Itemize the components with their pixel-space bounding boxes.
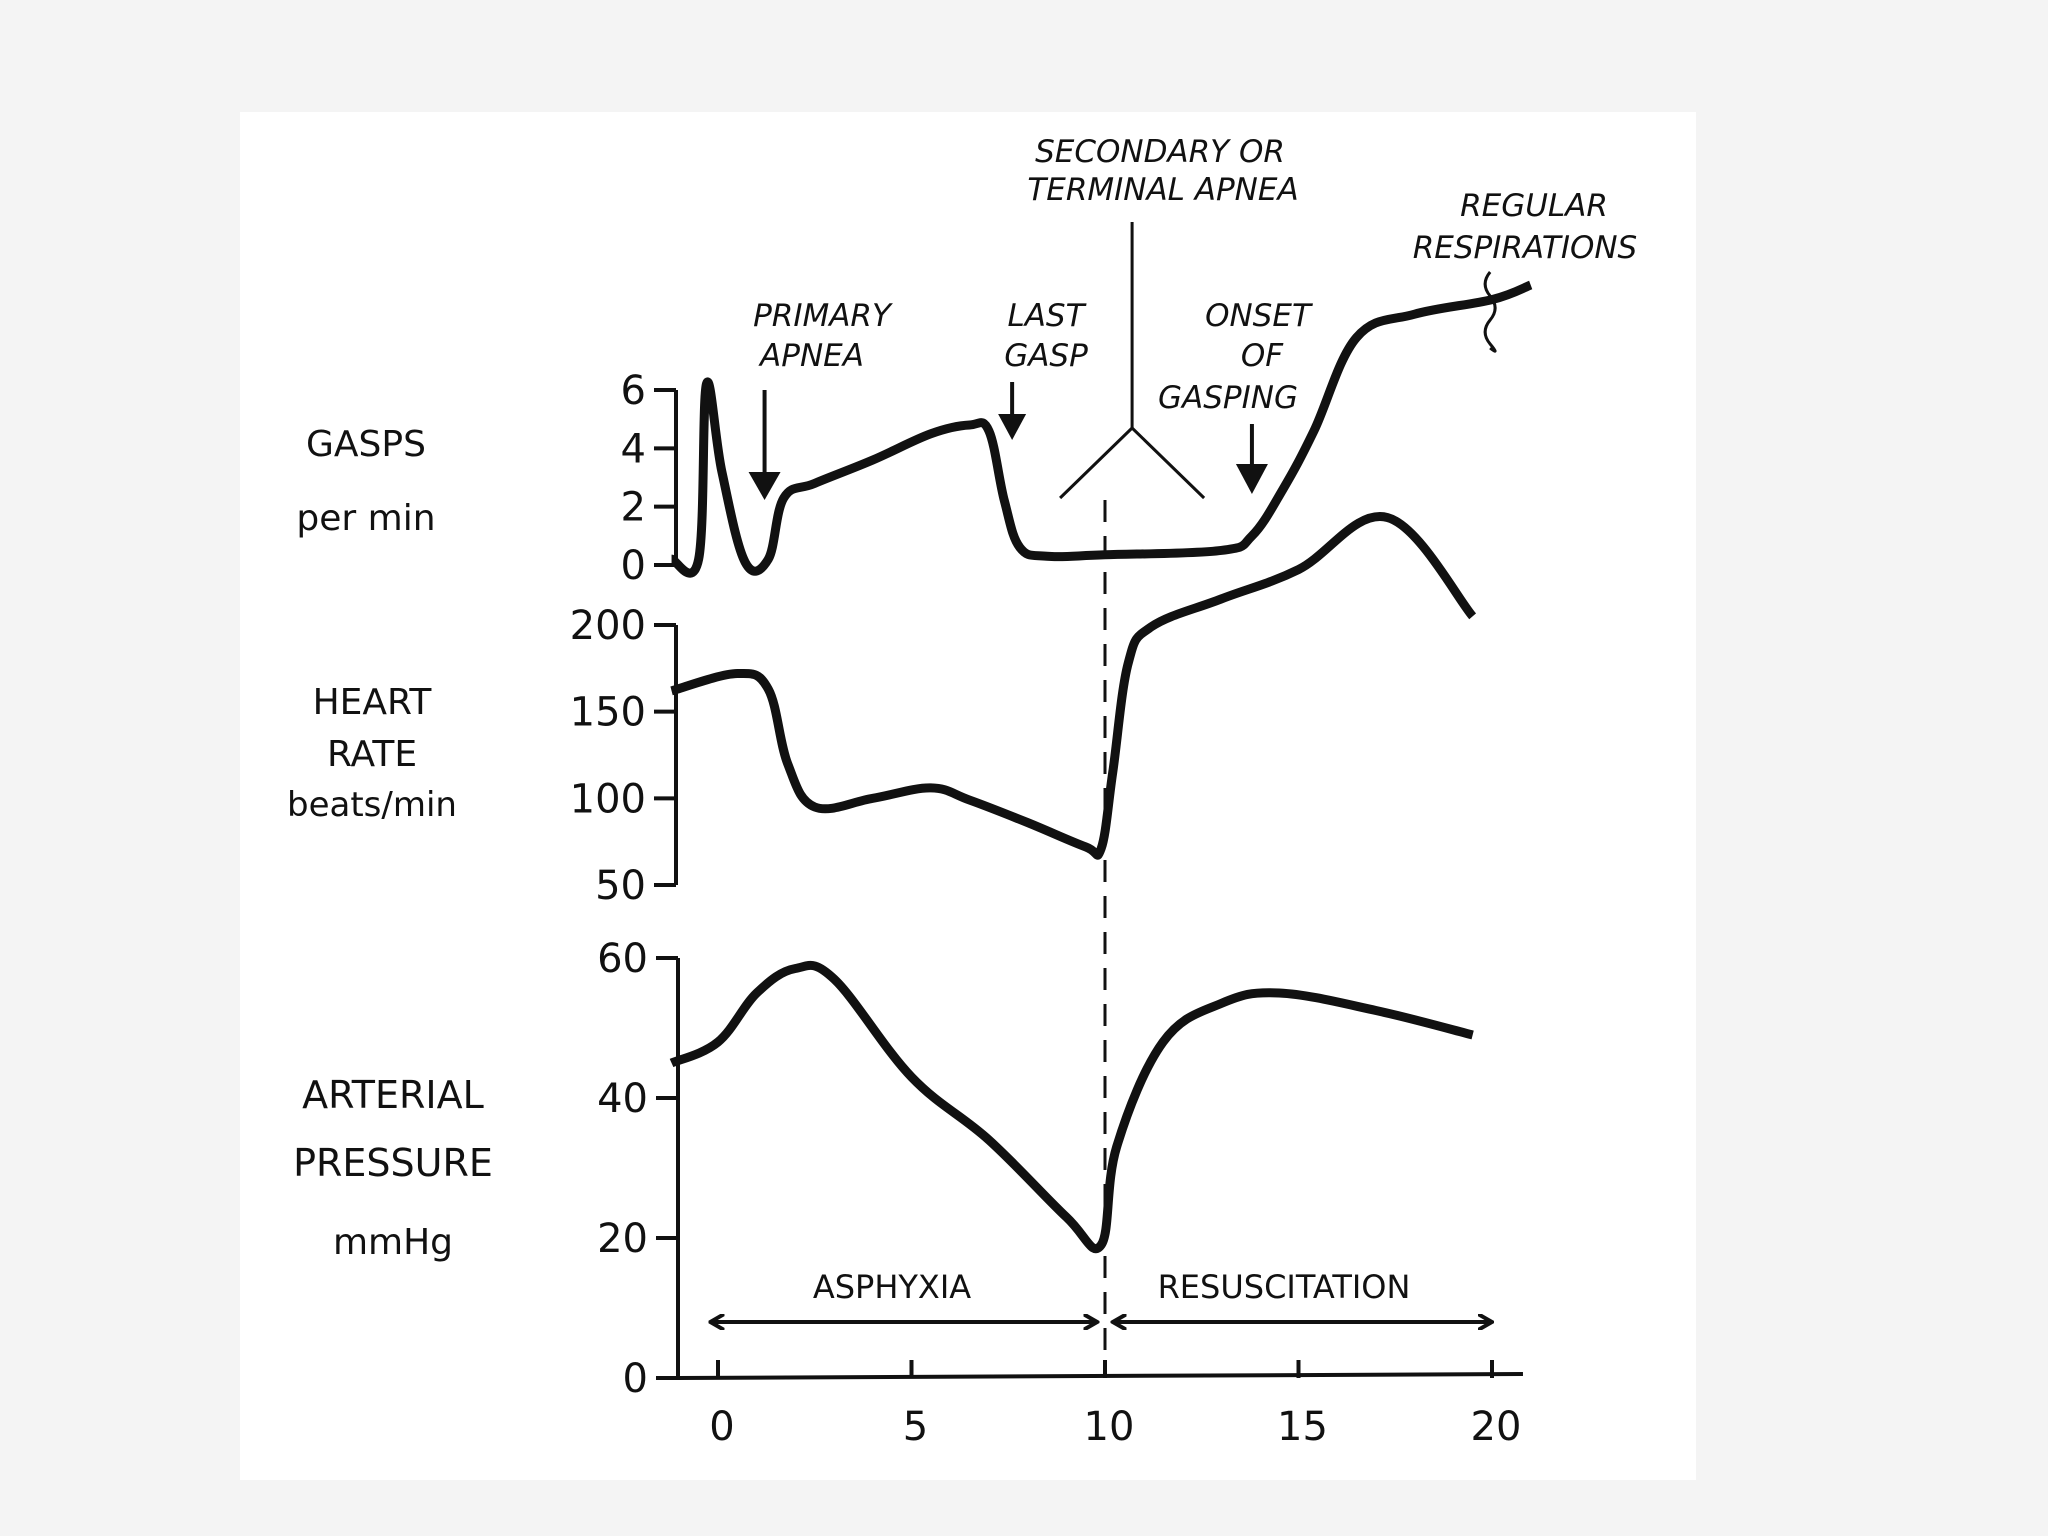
gasps-y-tick-label: 6 [621,368,646,414]
heart-rate-y-label: RATE [327,734,417,775]
heart-rate-y-tick-label: 50 [595,863,646,909]
x-axis [677,1372,1523,1380]
last-gasp-label: LAST [1007,298,1086,334]
primary-apnea-arrow-head [748,472,781,500]
gasps-y-tick-label: 0 [621,543,646,589]
heart-rate-y-label: beats/min [287,785,457,825]
onset-gasping-label: OF [1241,338,1284,374]
arterial-pressure-y-tick-label: 0 [623,1356,648,1402]
gasps-y-tick-label: 2 [621,485,646,531]
regular-respirations-label: REGULAR [1460,188,1608,224]
terminal-apnea-branch [1059,426,1134,500]
x-tick-label: 20 [1471,1404,1522,1450]
arterial-pressure-y-label: PRESSURE [293,1141,493,1185]
x-tick-label: 10 [1084,1404,1135,1450]
series-layer [669,280,1533,1254]
last-gasp-label: GASP [1004,338,1088,374]
gasps-y-tick-label: 4 [621,426,646,472]
arterial-pressure-y-tick-label: 40 [597,1076,648,1122]
regular-respirations-label: RESPIRATIONS [1413,230,1637,266]
gasps-y-label: per min [296,498,435,539]
x-tick-label: 15 [1277,1404,1328,1450]
arterial-pressure-series-line [669,960,1474,1254]
arterial-pressure-y-tick-label: 20 [597,1216,648,1262]
arterial-pressure-y-label: mmHg [333,1222,453,1263]
primary-apnea-label: APNEA [758,338,864,374]
heart-rate-y-tick-label: 200 [570,603,646,649]
last-gasp-arrow-head [998,414,1027,440]
heart-rate-y-tick-label: 100 [570,776,646,822]
heart-rate-series-line [670,512,1477,860]
terminal-apnea-label: SECONDARY OR [1035,134,1285,170]
resuscitation-label: RESUSCITATION [1158,1268,1411,1306]
gasps-series-line [669,280,1533,578]
annotation-layer: PRIMARY APNEA LAST GASP SECONDARY ORTERMINAL… [710,134,1637,1375]
x-tick-label: 5 [903,1404,928,1450]
terminal-apnea-branch [1131,426,1206,500]
onset-gasping-label: ONSET [1205,298,1313,334]
onset-gasping-label: GASPING [1158,380,1298,416]
arterial-pressure-y-label: ARTERIAL [302,1073,484,1117]
onset-gasping-arrow-head [1235,464,1268,494]
terminal-apnea-label: TERMINAL APNEA [1027,172,1298,208]
asphyxia-label: ASPHYXIA [813,1268,971,1306]
arterial-pressure-y-tick-label: 60 [597,936,648,982]
axis-break-mark [1483,271,1497,353]
gasps-y-label: GASPS [306,424,426,465]
x-tick-label: 0 [709,1404,734,1450]
heart-rate-y-tick-label: 150 [570,690,646,736]
heart-rate-y-label: HEART [313,682,433,723]
primary-apnea-label: PRIMARY [753,298,893,334]
